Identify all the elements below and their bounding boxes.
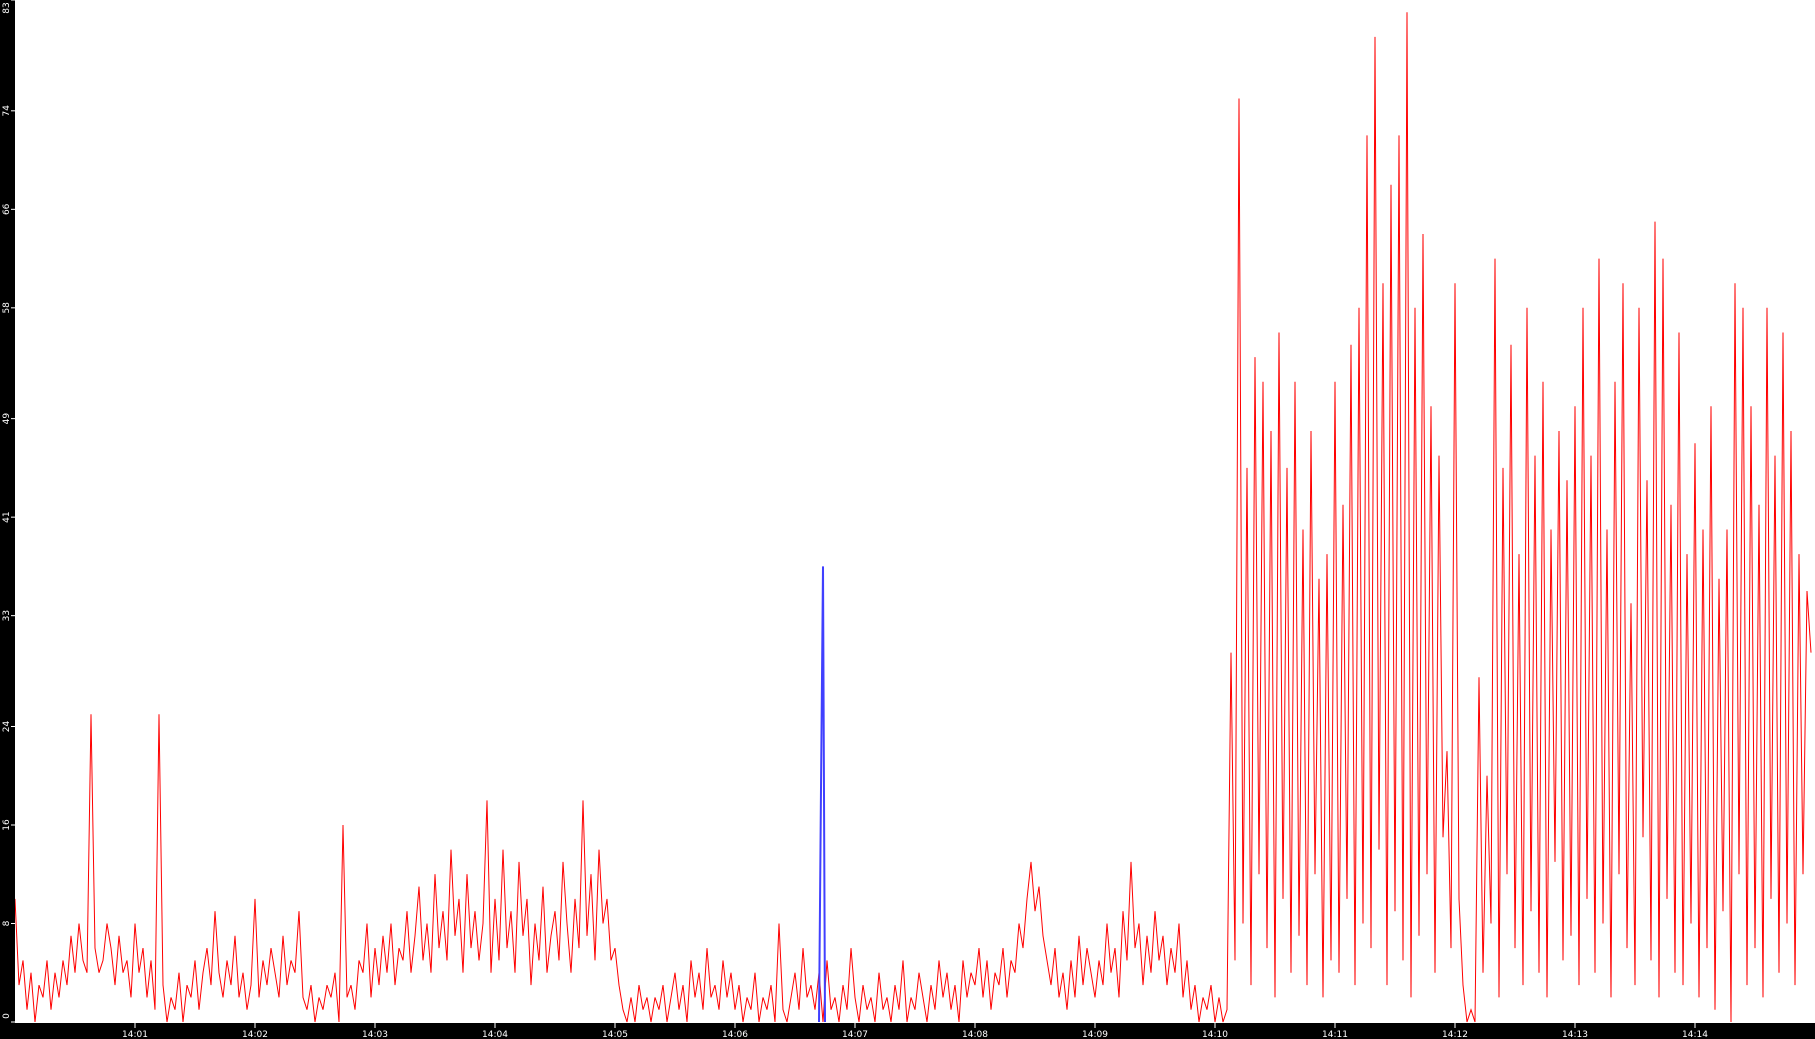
y-axis-bar — [0, 0, 15, 1039]
y-tick-label: 66 — [2, 203, 12, 215]
x-tick-label: 14:01 — [122, 1030, 148, 1039]
x-tick-label: 14:05 — [602, 1030, 628, 1039]
series-layer — [14, 12, 1812, 1023]
series-line-0 — [14, 12, 1812, 1023]
x-tick-label: 14:14 — [1682, 1030, 1708, 1039]
y-tick-label: 74 — [2, 105, 12, 117]
y-tick-label: 33 — [2, 610, 12, 621]
y-tick-label: 8 — [2, 920, 12, 926]
y-tick-label: 16 — [2, 819, 12, 831]
x-axis-bar — [0, 1023, 1815, 1039]
y-tick-label: 41 — [2, 511, 12, 522]
x-tick-label: 14:07 — [842, 1030, 868, 1039]
y-tick-label: 0 — [2, 1013, 12, 1019]
x-tick-label: 14:10 — [1202, 1030, 1228, 1039]
x-tick-label: 14:11 — [1322, 1030, 1348, 1039]
x-tick-label: 14:02 — [242, 1030, 268, 1039]
x-tick-label: 14:06 — [722, 1030, 748, 1039]
x-axis: 14:01 14:02 14:03 14:04 14:05 14:06 14:07 14:08… — [122, 1023, 1708, 1039]
y-tick-label: 58 — [2, 302, 12, 314]
y-tick-label: 49 — [2, 413, 12, 425]
x-tick-label: 14:12 — [1442, 1030, 1468, 1039]
y-tick-label: 24 — [2, 720, 12, 732]
y-tick-label: 83 — [2, 2, 12, 13]
x-tick-label: 14:03 — [362, 1030, 388, 1039]
x-tick-label: 14:13 — [1562, 1030, 1588, 1039]
y-axis: 0 8 16 24 33 41 49 58 66 74 83 — [2, 0, 15, 1023]
series-line-1 — [818, 566, 826, 1023]
x-tick-label: 14:08 — [962, 1030, 988, 1039]
x-tick-label: 14:04 — [482, 1030, 508, 1039]
x-tick-label: 14:09 — [1082, 1030, 1108, 1039]
